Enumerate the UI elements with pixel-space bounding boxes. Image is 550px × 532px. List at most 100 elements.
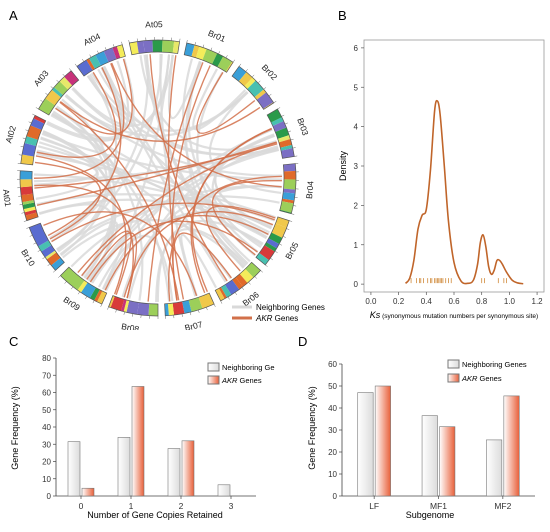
- copies-x-axis-label: Number of Gene Copies Retained: [87, 510, 223, 520]
- chromosome-tick: [69, 68, 71, 70]
- chromosome-block: [143, 40, 153, 53]
- bar-neighboring: [68, 442, 80, 496]
- copies-legend-akr: AKR Genes: [221, 376, 262, 385]
- chromosome-tick: [93, 300, 94, 303]
- chromosome-tick: [24, 221, 27, 222]
- subgenome-legend: Neighboring Genes AKR Genes: [448, 360, 527, 383]
- chromosome-block: [20, 179, 32, 187]
- chromosome-block: [20, 171, 32, 180]
- chromosome-tick: [206, 307, 207, 310]
- bar-neighboring: [168, 449, 180, 496]
- bar-akr: [132, 386, 144, 496]
- bar-y-tick-label: 20: [328, 448, 337, 457]
- chromosome-tick: [57, 80, 59, 82]
- chromosome-tick: [187, 40, 188, 43]
- chromosome-tick: [51, 86, 53, 88]
- chromosome-tick: [218, 51, 219, 54]
- chromosome-tick: [97, 51, 98, 54]
- legend-label-neighboring: Neighboring Genes: [256, 303, 325, 312]
- chromosome-tick: [252, 75, 254, 77]
- neighboring-link: [181, 235, 216, 296]
- chromosome-tick: [113, 44, 114, 47]
- chromosome-tick: [42, 257, 44, 259]
- density-y-tick-label: 0: [354, 280, 359, 289]
- bar-neighboring: [118, 437, 130, 496]
- chromosome-tick: [214, 304, 215, 307]
- bar-y-tick-label: 10: [42, 475, 51, 484]
- chromosome-tick: [71, 287, 73, 289]
- chromosome-tick: [122, 42, 123, 45]
- density-x-rest: (synonymous mutation numbers per synonym…: [380, 313, 538, 320]
- chromosome-tick: [30, 235, 33, 236]
- subgenome-bars: [358, 386, 520, 496]
- chromosome-block: [152, 40, 162, 52]
- density-x-tick-label: 0.0: [365, 297, 377, 306]
- chromosome-tick: [270, 258, 272, 260]
- chromosome-block: [284, 171, 296, 180]
- legend-akr-rest: Genes: [272, 314, 298, 323]
- chromosome-label: Br04: [304, 180, 315, 199]
- panel-letter-a: A: [9, 8, 18, 23]
- chromosome-tick: [258, 81, 260, 83]
- chromosome-tick: [221, 301, 222, 304]
- bar-y-tick-label: 10: [328, 470, 337, 479]
- chromosome-tick: [249, 282, 251, 284]
- bar-y-tick-label: 50: [328, 382, 337, 391]
- panel-letter-c: C: [9, 334, 18, 349]
- chromosome-label: At05: [145, 19, 163, 29]
- chromosome-tick: [293, 147, 296, 148]
- chromosome-tick: [203, 45, 204, 48]
- chromosome-tick: [101, 304, 102, 307]
- chromosome-label: Br07: [184, 319, 204, 330]
- copies-legend-swatch-neighboring: [208, 363, 219, 371]
- legend-label-akr: AKR Genes: [255, 314, 298, 323]
- chromosome-tick: [129, 40, 130, 43]
- bar-neighboring: [486, 440, 501, 496]
- chromosome-tick: [26, 227, 29, 228]
- subgenome-legend-akr-italic: AKR: [461, 374, 478, 383]
- chromosome-label: Br10: [19, 247, 37, 268]
- bar-x-tick-label: 0: [79, 501, 84, 511]
- chromosome-tick: [34, 243, 37, 244]
- copies-bars: [68, 386, 230, 496]
- chromosome-tick: [82, 59, 84, 62]
- bar-y-tick-label: 50: [42, 406, 51, 415]
- bar-akr: [504, 396, 519, 496]
- density-x-tick-label: 0.2: [393, 297, 405, 306]
- bar-x-tick-label: 3: [229, 501, 234, 511]
- chromosome-tick: [45, 93, 47, 95]
- copies-y-axis-label: Gene Frequency (%): [10, 386, 20, 470]
- bar-akr: [440, 427, 455, 496]
- density-y-tick-label: 3: [354, 162, 359, 171]
- chromosome-tick: [293, 206, 296, 207]
- chromosome-tick: [190, 312, 191, 315]
- chromosome-tick: [286, 229, 289, 230]
- chromosome-tick: [32, 114, 35, 115]
- chromosome-tick: [21, 146, 24, 147]
- chromosome-tick: [38, 250, 41, 252]
- density-x-axis-label: Ks (synonymous mutation numbers per syno…: [370, 310, 538, 320]
- subgenome-legend-swatch-neighboring: [448, 360, 459, 368]
- subgenome-legend-akr: AKR Genes: [461, 374, 502, 383]
- bar-y-tick-label: 20: [42, 458, 51, 467]
- chromosome-tick: [239, 64, 241, 66]
- chromosome-tick: [90, 55, 91, 58]
- chromosome-tick: [23, 138, 26, 139]
- chromosome-tick: [132, 314, 133, 317]
- chromosome-tick: [235, 292, 237, 294]
- circos-links: [34, 54, 282, 302]
- density-y-tick-label: 1: [354, 241, 359, 250]
- bar-y-tick-label: 60: [42, 389, 51, 398]
- copies-legend-akr-italic: AKR: [221, 376, 238, 385]
- bar-x-tick-label: LF: [369, 501, 379, 511]
- density-x-tick-label: 0.6: [448, 297, 460, 306]
- chromosome-tick: [275, 251, 278, 253]
- bar-akr: [182, 441, 194, 496]
- chromosome-tick: [195, 42, 196, 45]
- copies-legend: Neighboring Genes AKR Genes: [208, 363, 275, 385]
- chromosome-label: At03: [32, 68, 51, 88]
- subgenome-y-axis-label: Gene Frequency (%): [307, 386, 317, 470]
- chromosome-tick: [291, 139, 294, 140]
